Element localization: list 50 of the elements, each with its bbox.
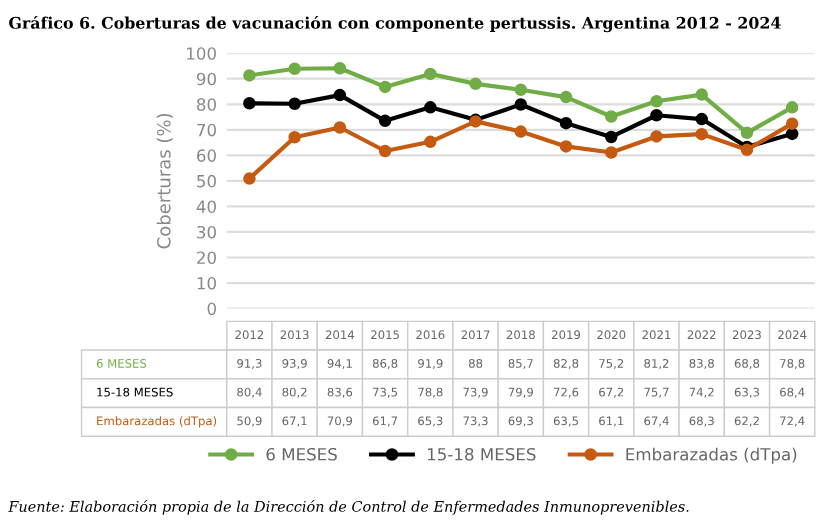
y-tick-label: 90 [196, 72, 216, 86]
point [559, 90, 573, 104]
point [424, 67, 437, 81]
point [288, 130, 301, 144]
point [378, 114, 392, 128]
point [333, 88, 347, 102]
point [424, 135, 437, 149]
point [650, 109, 663, 122]
point [605, 130, 618, 144]
point [333, 121, 347, 134]
point [695, 88, 708, 101]
point [785, 117, 799, 130]
point [605, 110, 618, 123]
point [469, 77, 482, 91]
y-tick-label: 20 [197, 251, 216, 265]
point [559, 140, 573, 153]
y-axis-title: Coberturas (%) [156, 113, 173, 249]
point [243, 97, 256, 110]
point [740, 126, 754, 140]
legend-label: Embarazadas (dTpa) [626, 447, 797, 464]
y-tick-label: 70 [197, 123, 216, 137]
point [785, 101, 799, 114]
point [288, 97, 301, 111]
point [605, 146, 618, 159]
point [650, 94, 663, 108]
point [424, 101, 437, 114]
point [650, 130, 663, 143]
y-tick-label: 0 [207, 302, 216, 316]
point [695, 127, 708, 141]
legend-label: 15-18 MESES [427, 447, 536, 461]
y-tick-label: 60 [197, 149, 216, 162]
point [514, 125, 528, 138]
point [333, 62, 347, 75]
point [559, 116, 573, 130]
point [695, 112, 708, 126]
y-tick-label: 80 [197, 98, 216, 111]
point [785, 127, 799, 141]
legend-label: 6 MESES [266, 447, 337, 461]
y-tick-label: 100 [187, 47, 216, 60]
point [514, 98, 528, 111]
point [378, 80, 392, 94]
y-tick-label: 30 [197, 225, 216, 239]
y-tick-label: 50 [197, 174, 216, 188]
point [243, 69, 256, 82]
y-tick-label: 40 [196, 200, 216, 213]
y-tick-label: 10 [197, 276, 216, 290]
point [514, 83, 528, 96]
point [288, 62, 301, 76]
point [243, 172, 256, 185]
point [378, 144, 392, 158]
